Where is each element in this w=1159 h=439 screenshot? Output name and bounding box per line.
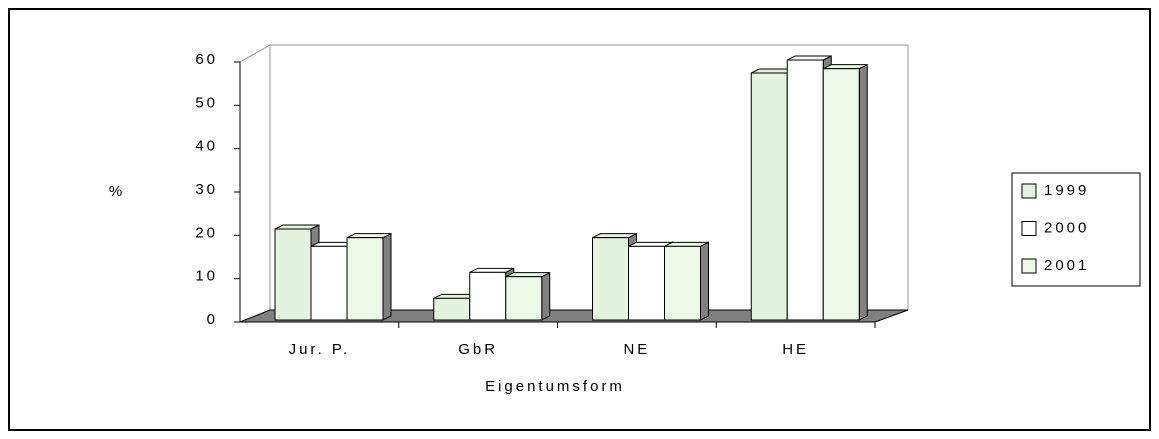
y-tick-label: 50 [195,94,218,111]
legend-swatch [1021,221,1037,236]
y-tick-label: 20 [195,224,218,241]
bar [433,297,471,321]
y-tick-label: 10 [195,268,218,285]
y-tick-label: 60 [195,51,218,68]
bar [822,68,860,321]
bar [469,271,507,321]
bar-top [823,64,868,70]
bar [786,59,824,321]
bar-top [274,224,320,230]
legend-swatch [1021,183,1037,199]
x-tick-label: GbR [458,341,498,358]
side-wall [239,44,271,323]
bar-top [592,233,637,239]
legend-label: 1999 [1044,182,1089,199]
bar [346,237,384,321]
bar [592,237,629,321]
bar [664,245,701,321]
bar-top [505,272,550,278]
x-axis-title: Eigentumsform [485,378,625,395]
bar-top [787,55,832,61]
bar [628,245,665,321]
x-tick-label: NE [623,341,650,358]
bar [274,228,312,321]
bar-side [700,241,709,321]
y-tick-label: 30 [195,181,218,198]
bar-top [664,241,709,247]
y-axis-title: % [109,183,125,200]
y-tick-label: 0 [207,311,218,328]
legend-label: 2001 [1044,257,1089,274]
bar [750,72,788,321]
bar-side [382,232,392,321]
y-tick-label: 40 [195,138,218,155]
bar [310,245,348,321]
bar [505,276,543,321]
x-tick-label: HE [782,341,809,358]
legend-swatch [1021,258,1037,274]
legend-label: 2000 [1044,219,1089,236]
x-tick-label: Jur. P. [289,341,351,358]
bar-top [346,233,392,239]
bar-top [469,267,514,273]
bar-side [858,63,868,321]
bar-side [541,271,551,321]
